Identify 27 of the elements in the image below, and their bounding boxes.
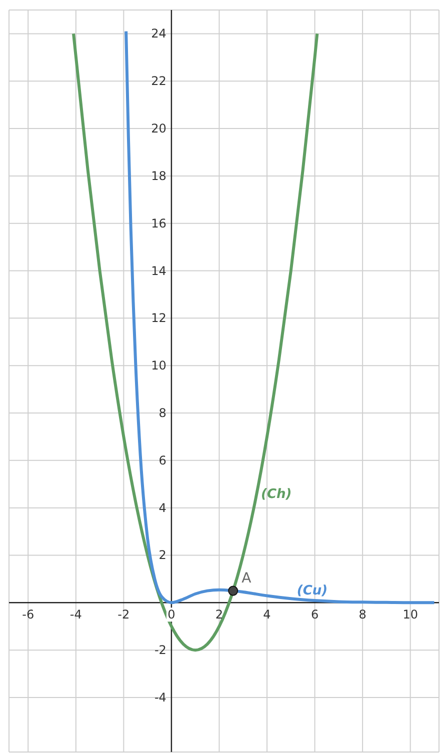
y-tick-label: 12 [151,311,166,326]
x-tick-label: -2 [118,608,130,622]
y-tick-label: 8 [158,406,166,420]
series-label: (Cu) [296,584,328,599]
y-tick-label: 16 [151,216,166,230]
y-tick-label: 22 [151,74,166,88]
x-tick-label: 0 [168,608,176,622]
x-tick-label: 2 [215,608,224,622]
series-label: A [242,570,252,586]
x-tick-label: 4 [263,608,271,622]
y-tick-label: 18 [151,168,166,183]
line-series [124,30,436,604]
y-tick-label: -4 [154,690,166,704]
x-tick-label: 8 [358,608,366,622]
y-tick-label: 4 [158,500,166,515]
y-tick-label: 6 [158,453,166,468]
x-tick-label: -6 [22,608,34,622]
y-tick-label: 2 [158,548,166,562]
y-tick-label: 14 [151,264,166,278]
y-tick-label: 20 [151,122,166,136]
y-tick-label: 10 [151,358,166,373]
x-tick-label: 10 [402,608,418,622]
y-tick-label: 24 [151,26,166,41]
x-tick-label: -4 [70,608,82,622]
y-tick-label: -2 [154,643,166,658]
series-label: (Ch) [261,486,292,502]
x-tick-label: 6 [310,608,319,622]
